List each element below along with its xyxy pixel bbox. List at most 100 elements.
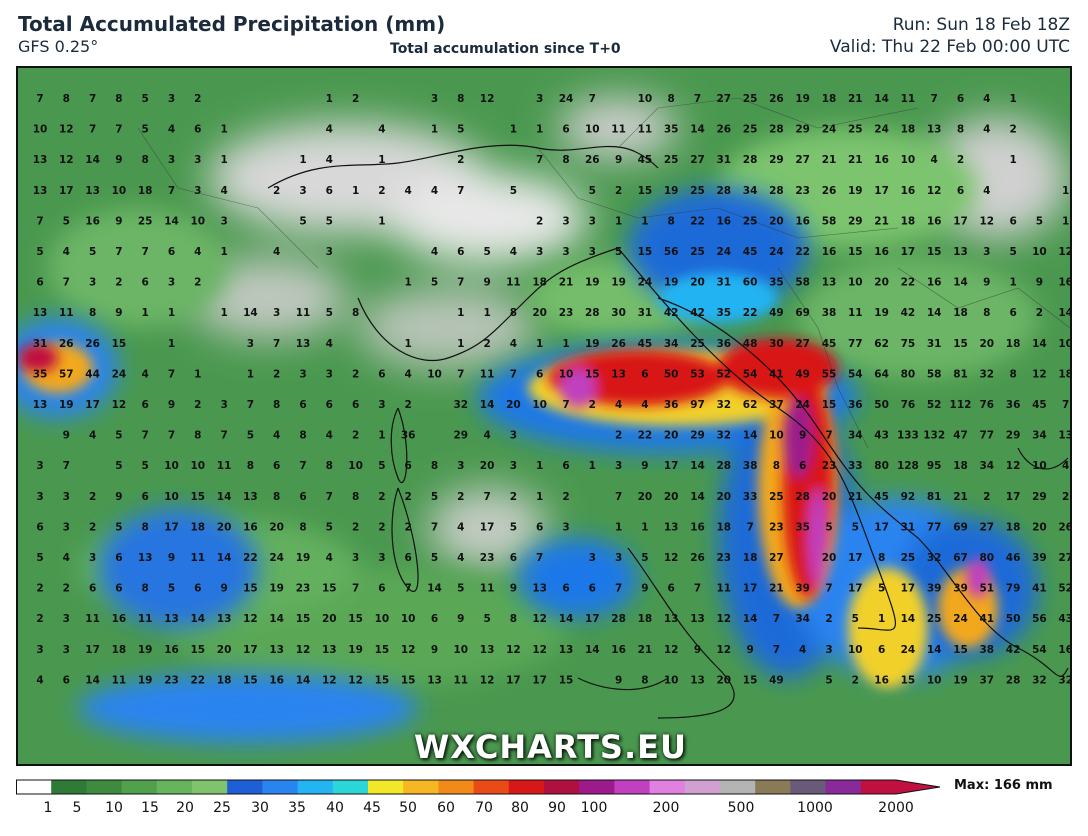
grid-value: 2 <box>352 430 359 442</box>
grid-value: 1 <box>299 154 306 166</box>
precipitation-map[interactable]: 7 8 7 8 5 3 2 1 2 3 8 12 3 24 7 10 8 7 27 25 26 19 18 21 14 11 7 6 4… <box>16 66 1072 766</box>
grid-value: 97 <box>690 399 705 411</box>
grid-value: 1 <box>326 93 333 105</box>
grid-value: 6 <box>536 521 543 533</box>
grid-value: 132 <box>923 430 945 442</box>
colorbar-tick-label: 30 <box>251 800 269 816</box>
grid-value: 3 <box>562 246 569 258</box>
grid-value: 17 <box>85 399 100 411</box>
grid-value: 31 <box>901 521 916 533</box>
grid-value: 7 <box>168 368 175 380</box>
grid-value: 12 <box>348 674 363 686</box>
grid-value: 16 <box>901 185 916 197</box>
grid-value: 4 <box>273 430 280 442</box>
grid-value: 18 <box>901 124 916 136</box>
grid-value: 15 <box>953 338 968 350</box>
grid-value: 18 <box>822 93 837 105</box>
grid-value: 3 <box>63 521 70 533</box>
grid-value: 7 <box>694 583 701 595</box>
grid-value: 18 <box>901 215 916 227</box>
grid-value: 8 <box>89 307 96 319</box>
grid-value: 14 <box>480 399 495 411</box>
grid-value: 8 <box>957 124 964 136</box>
colorbar-tick-label: 45 <box>363 800 381 816</box>
grid-value: 15 <box>638 185 653 197</box>
grid-value: 13 <box>559 644 574 656</box>
grid-value: 5 <box>852 613 859 625</box>
grid-value: 5 <box>431 491 438 503</box>
grid-value: 8 <box>668 93 675 105</box>
grid-value: 5 <box>115 521 122 533</box>
grid-value: 11 <box>453 674 468 686</box>
grid-value: 32 <box>716 430 731 442</box>
grid-value: 5 <box>641 552 648 564</box>
grid-value: 34 <box>664 338 679 350</box>
grid-value: 16 <box>822 246 837 258</box>
grid-value: 3 <box>89 277 96 289</box>
grid-value: 1 <box>1009 277 1016 289</box>
grid-value: 4 <box>326 430 333 442</box>
grid-value: 2 <box>405 521 412 533</box>
grid-value: 54 <box>848 368 863 380</box>
grid-value: 5 <box>457 124 464 136</box>
grid-value: 3 <box>352 552 359 564</box>
grid-value: 24 <box>269 552 284 564</box>
grid-value: 13 <box>33 307 48 319</box>
grid-value: 5 <box>1009 246 1016 258</box>
grid-value: 10 <box>559 368 574 380</box>
grid-value: 3 <box>825 644 832 656</box>
colorbar-swatch <box>649 780 686 794</box>
grid-value: 36 <box>848 399 863 411</box>
grid-value: 19 <box>585 277 600 289</box>
grid-value: 36 <box>1006 399 1021 411</box>
grid-value: 2 <box>957 154 964 166</box>
grid-value: 7 <box>115 246 122 258</box>
grid-value: 12 <box>532 644 547 656</box>
grid-value: 8 <box>1009 368 1016 380</box>
grid-value: 18 <box>217 674 232 686</box>
grid-value: 2 <box>352 93 359 105</box>
grid-value: 3 <box>220 399 227 411</box>
grid-value: 1 <box>1062 215 1069 227</box>
grid-value: 6 <box>536 368 543 380</box>
grid-value: 23 <box>795 185 810 197</box>
grid-value: 13 <box>164 613 179 625</box>
grid-value: 50 <box>664 368 679 380</box>
grid-value: 5 <box>483 246 490 258</box>
grid-value: 79 <box>1006 583 1021 595</box>
grid-value: 3 <box>63 644 70 656</box>
grid-value: 36 <box>401 430 416 442</box>
grid-value: 8 <box>668 215 675 227</box>
grid-value: 7 <box>931 93 938 105</box>
grid-value: 1 <box>194 368 201 380</box>
grid-value: 52 <box>1058 583 1070 595</box>
grid-value: 14 <box>1032 338 1047 350</box>
grid-value: 13 <box>690 674 705 686</box>
grid-value: 15 <box>322 583 337 595</box>
grid-value: 6 <box>957 185 964 197</box>
grid-value: 4 <box>273 246 280 258</box>
grid-value: 18 <box>743 552 758 564</box>
grid-value: 7 <box>457 185 464 197</box>
grid-value: 41 <box>979 613 994 625</box>
grid-value: 28 <box>716 460 731 472</box>
map-canvas: 7 8 7 8 5 3 2 1 2 3 8 12 3 24 7 10 8 7 27 25 26 19 18 21 14 11 7 6 4… <box>18 68 1070 764</box>
grid-value: 19 <box>296 552 311 564</box>
grid-value: 37 <box>979 674 994 686</box>
grid-value: 6 <box>352 399 359 411</box>
grid-value: 12 <box>401 644 416 656</box>
grid-value: 3 <box>36 491 43 503</box>
grid-value: 16 <box>690 521 705 533</box>
grid-value: 3 <box>510 430 517 442</box>
valid-time: Valid: Thu 22 Feb 00:00 UTC <box>829 37 1070 57</box>
colorbar-swatch <box>790 780 827 794</box>
precipitation-values: 7 8 7 8 5 3 2 1 2 3 8 12 3 24 7 10 8 7 27 25 26 19 18 21 14 11 7 6 4… <box>33 93 1070 686</box>
grid-value: 7 <box>142 246 149 258</box>
grid-value: 13 <box>217 613 232 625</box>
grid-value: 13 <box>33 154 48 166</box>
grid-value: 17 <box>874 521 889 533</box>
grid-value: 14 <box>427 583 442 595</box>
grid-value: 2 <box>852 674 859 686</box>
grid-value: 4 <box>431 246 438 258</box>
grid-value: 15 <box>822 399 837 411</box>
